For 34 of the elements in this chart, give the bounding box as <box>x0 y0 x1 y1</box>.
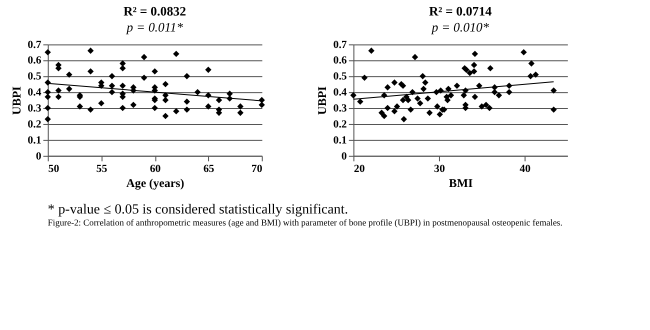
y-tick-label: 0.1 <box>333 134 347 146</box>
x-tick-label: 55 <box>96 163 108 176</box>
y-tick-label: 0 <box>341 150 348 162</box>
x-axis-title: Age (years) <box>126 176 184 190</box>
x-tick-label: 70 <box>251 163 263 176</box>
x-tick-label: 40 <box>520 163 532 176</box>
y-tick-label: 0.3 <box>28 102 42 115</box>
y-tick-label: 0.1 <box>28 134 42 146</box>
x-tick-label: 60 <box>150 163 162 176</box>
y-tick-label: 0.7 <box>333 38 348 51</box>
text: * p-value ≤ 0.05 is considered statistically significant. <box>48 202 348 218</box>
x-tick-label: 20 <box>354 163 366 176</box>
chart-title: R² = 0.0832 <box>123 3 186 18</box>
y-tick-label: 0.6 <box>28 54 42 67</box>
y-tick-label: 0.2 <box>333 118 347 130</box>
chart-subtitle: p = 0.011* <box>126 19 184 34</box>
y-tick-label: 0.5 <box>333 70 348 83</box>
x-tick-label: 50 <box>48 163 60 176</box>
y-axis-title: UBPI <box>315 86 330 115</box>
x-tick-label: 30 <box>434 163 446 176</box>
y-tick-label: 0 <box>36 150 42 162</box>
y-tick-label: 0.4 <box>333 86 348 99</box>
x-axis-title: BMI <box>448 176 474 190</box>
y-tick-label: 0.7 <box>28 38 42 51</box>
y-tick-label: 0.5 <box>28 70 42 83</box>
y-axis-title: UBPI <box>10 86 24 115</box>
text: Figure-2: Correlation of anthropometric measures (age and BMI) with parameter of bone profile (UBPI) in postmenopausal osteopenic females. <box>48 217 563 228</box>
y-tick-label: 0.2 <box>28 118 42 130</box>
y-tick-label: 0.6 <box>333 54 348 67</box>
chart-title: R² = 0.0714 <box>429 3 492 18</box>
chart-subtitle: p = 0.010* <box>430 19 490 34</box>
y-tick-label: 0.3 <box>333 102 348 115</box>
y-tick-label: 0.4 <box>28 86 42 99</box>
x-tick-label: 65 <box>203 163 215 176</box>
